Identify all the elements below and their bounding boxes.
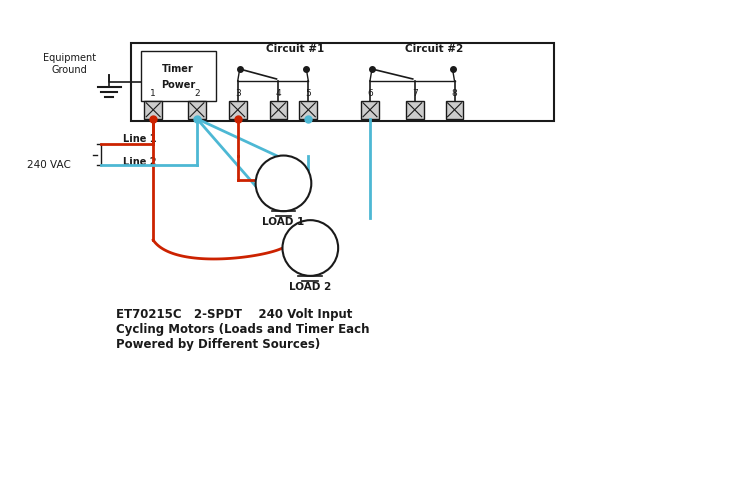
Bar [131, 43, 554, 121]
Text: Line 2: Line 2 [123, 158, 157, 168]
Bar [361, 101, 379, 119]
Text: 4: 4 [276, 89, 281, 98]
Bar [188, 101, 206, 119]
Text: 7: 7 [412, 89, 418, 98]
Bar [144, 101, 162, 119]
Text: Circuit #1: Circuit #1 [266, 44, 325, 54]
Bar [406, 101, 424, 119]
Bar [446, 101, 463, 119]
Text: LOAD 1: LOAD 1 [262, 217, 305, 227]
Text: 5: 5 [306, 89, 312, 98]
Bar [299, 101, 317, 119]
Text: Circuit #2: Circuit #2 [405, 44, 464, 54]
Text: Ground: Ground [52, 65, 87, 75]
Text: 2: 2 [194, 89, 200, 98]
Text: 8: 8 [452, 89, 457, 98]
Bar [270, 101, 287, 119]
Circle shape [282, 220, 338, 276]
Text: ET70215C   2-SPDT    240 Volt Input
Cycling Motors (Loads and Timer Each
Powered: ET70215C 2-SPDT 240 Volt Input Cycling M… [117, 308, 370, 351]
Circle shape [256, 156, 312, 211]
Text: Line 1: Line 1 [123, 134, 157, 144]
Bar [229, 101, 247, 119]
Bar [141, 51, 216, 101]
Text: Equipment: Equipment [43, 53, 96, 63]
Text: 3: 3 [235, 89, 240, 98]
Text: 6: 6 [367, 89, 373, 98]
Text: Power: Power [161, 80, 195, 90]
Text: Timer: Timer [162, 64, 194, 74]
Text: LOAD 2: LOAD 2 [290, 282, 331, 292]
Text: 240 VAC: 240 VAC [27, 161, 70, 171]
Text: 1: 1 [150, 89, 156, 98]
